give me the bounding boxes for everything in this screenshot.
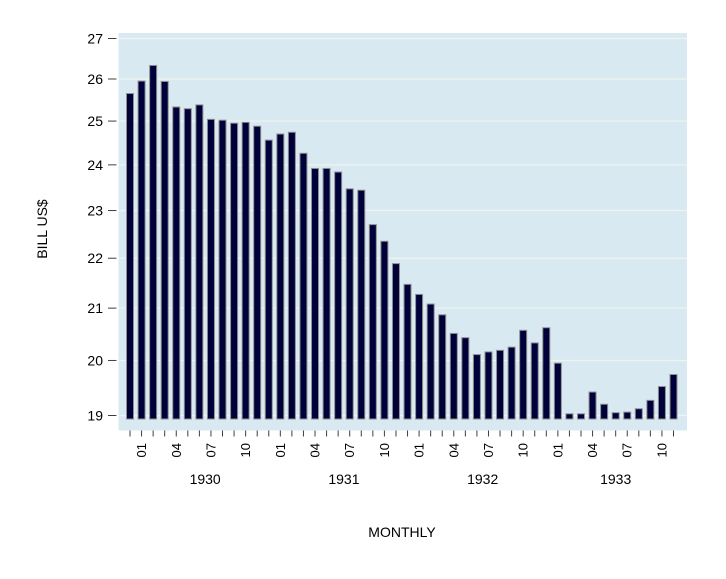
x-axis-title: MONTHLY [368,524,436,540]
bar-1931-12 [403,283,412,420]
bar-1933-08 [634,408,643,420]
bar-1932-07 [484,351,493,420]
y-tick-label-24: 24 [87,157,103,173]
y-tick-label-19: 19 [87,408,103,424]
bar-1932-03 [438,314,447,420]
year-label-1931: 1931 [328,471,359,487]
bar-1930-06 [195,104,204,420]
x-tick-label-1930-10: 10 [238,443,253,457]
bar-1930-07 [206,118,215,420]
bar-1933-09 [646,399,655,420]
y-tick-label-20: 20 [87,352,103,368]
bar-1931-02 [287,131,296,420]
x-tick-label-1930-07: 07 [203,443,218,457]
y-tick-label-23: 23 [87,203,103,219]
bar-1931-10 [380,240,389,420]
x-tick-label-1932-01: 01 [412,443,427,457]
x-tick-label-1932-07: 07 [481,443,496,457]
bar-1932-02 [426,303,435,420]
bar-1930-08 [218,119,227,420]
bar-1932-01 [415,293,424,420]
x-tick-label-1933-01: 01 [550,443,565,457]
bar-1933-04 [588,391,597,420]
year-label-1930: 1930 [190,471,221,487]
bar-1931-01 [276,133,285,420]
bar-1930-04 [172,106,181,420]
year-label-1933: 1933 [600,471,631,487]
x-tick-label-1933-07: 07 [620,443,635,457]
bar-1932-12 [542,327,551,420]
bar-1933-05 [600,403,609,420]
x-tick-label-1931-07: 07 [342,443,357,457]
bar-1930-01 [137,80,146,420]
x-tick-label-1931-10: 10 [377,443,392,457]
bar-1931-09 [368,224,377,420]
year-label-1932: 1932 [467,471,498,487]
y-tick-label-26: 26 [87,71,103,87]
bar-1930-09 [230,122,239,420]
bar-1931-08 [357,189,366,420]
x-tick-label-1931-04: 04 [308,443,323,457]
x-tick-label-1930-01: 01 [134,443,149,457]
bar-1932-08 [496,349,505,420]
y-tick-label-27: 27 [87,31,103,47]
bar-1932-06 [472,354,481,420]
bar-1930-05 [183,108,192,420]
bar-1930-11 [253,125,262,420]
y-tick-label-25: 25 [87,113,103,129]
bar-1933-06 [611,412,620,420]
bar-1932-04 [449,332,458,420]
bar-1932-11 [530,342,539,420]
bar-1933-02 [565,413,574,420]
bar-1930-12 [264,139,273,420]
bar-1930-10 [241,121,250,420]
bar-1933-10 [657,386,666,420]
x-tick-label-1932-10: 10 [516,443,531,457]
x-tick-label-1933-04: 04 [585,443,600,457]
bar-1931-03 [299,152,308,420]
bar-1931-04 [311,167,320,420]
y-tick-label-21: 21 [87,300,103,316]
bar-1930-03 [160,80,169,420]
x-tick-label-1931-01: 01 [273,443,288,457]
bar-1932-05 [461,337,470,420]
bar-1929-12 [126,93,134,420]
bar-1931-11 [391,263,400,420]
bar-1931-05 [322,167,331,420]
bar-1930-02 [149,64,158,420]
bar-1933-03 [576,413,585,420]
bar-1933-11 [669,374,678,420]
x-tick-label-1930-04: 04 [169,443,184,457]
bar-1931-07 [345,188,354,420]
bar-1932-10 [519,329,528,420]
y-axis-title: BILL US$ [34,199,50,259]
bar-1931-06 [334,171,343,420]
x-tick-label-1933-10: 10 [654,443,669,457]
bar-1933-01 [553,362,562,420]
plot-background [118,33,687,431]
bar-1932-09 [507,346,516,420]
y-tick-label-22: 22 [87,250,103,266]
x-tick-label-1932-04: 04 [446,443,461,457]
plot-area: 27 26 25 24 23 22 21 20 19 01 04 07 10 01 04 07 10 01 04 07… [87,31,687,487]
bar-1933-07 [623,411,632,420]
